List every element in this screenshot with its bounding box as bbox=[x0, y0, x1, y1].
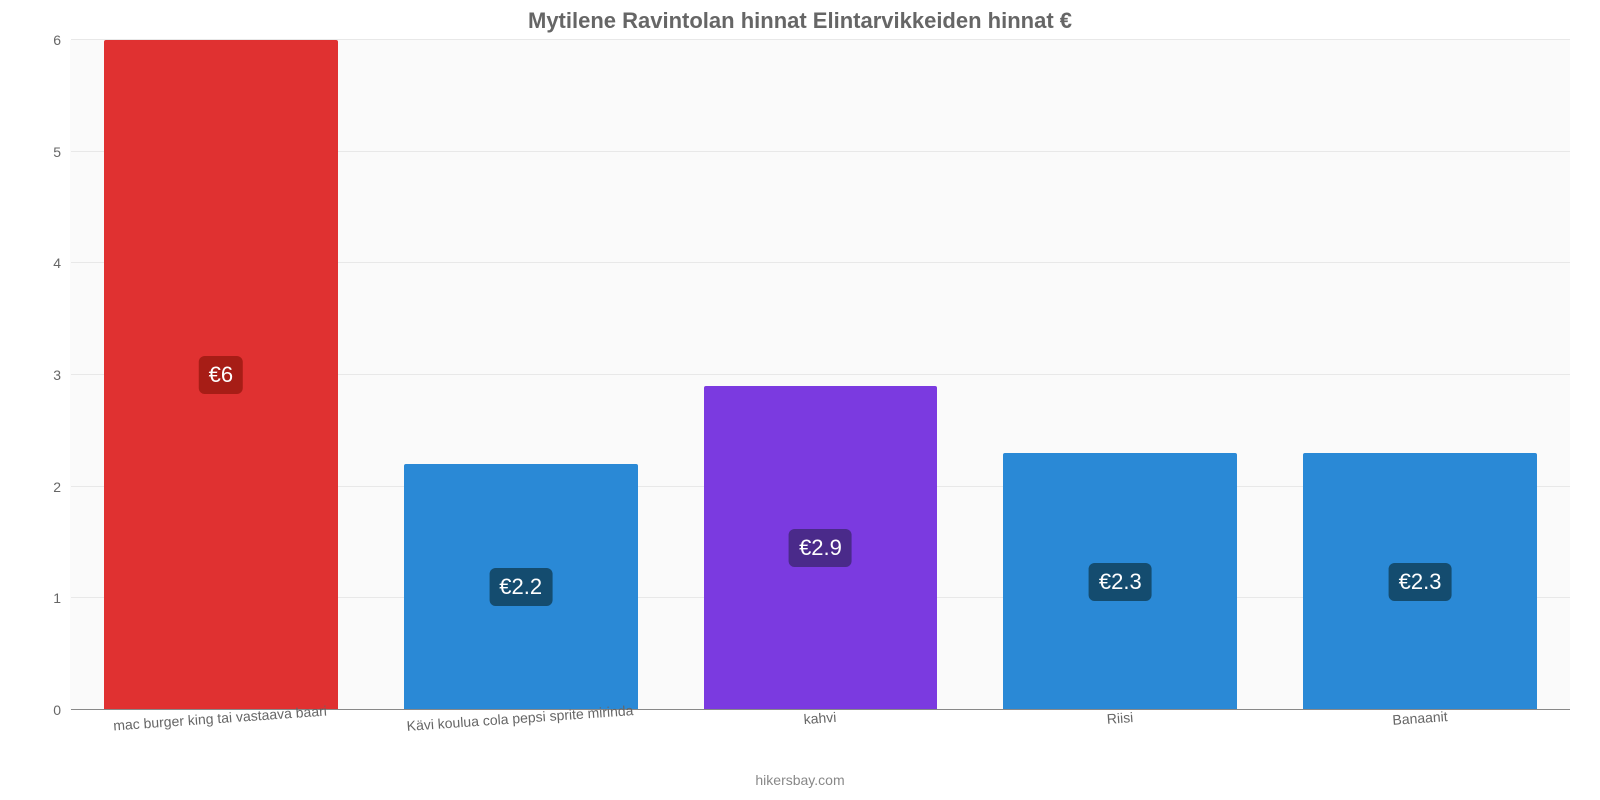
bar: €2.3 bbox=[1003, 453, 1237, 710]
bar-slot: €2.2 bbox=[371, 40, 671, 710]
bar-slot: €2.9 bbox=[671, 40, 971, 710]
x-axis-label: Banaanit bbox=[1392, 708, 1448, 728]
y-tick-label: 1 bbox=[53, 590, 71, 606]
bar-value-label: €2.2 bbox=[489, 568, 552, 606]
y-tick-label: 3 bbox=[53, 367, 71, 383]
bar: €2.2 bbox=[404, 464, 638, 710]
bar-value-label: €2.3 bbox=[1389, 563, 1452, 601]
bar: €6 bbox=[104, 40, 338, 710]
bar: €2.9 bbox=[704, 386, 938, 710]
chart-title: Mytilene Ravintolan hinnat Elintarvikkei… bbox=[0, 0, 1600, 34]
bar-slot: €2.3 bbox=[1270, 40, 1570, 710]
y-tick-label: 4 bbox=[53, 255, 71, 271]
bar-slot: €2.3 bbox=[970, 40, 1270, 710]
y-tick-label: 6 bbox=[53, 32, 71, 48]
plot-area: 0123456 €6€2.2€2.9€2.3€2.3 bbox=[70, 40, 1570, 710]
x-axis-labels: mac burger king tai vastaava baariKävi k… bbox=[70, 710, 1570, 750]
y-tick-label: 0 bbox=[53, 702, 71, 718]
bar-value-label: €2.9 bbox=[789, 529, 852, 567]
x-axis-label: kahvi bbox=[803, 709, 837, 727]
y-tick-label: 5 bbox=[53, 144, 71, 160]
chart-credit: hikersbay.com bbox=[0, 772, 1600, 788]
x-axis-label: Riisi bbox=[1106, 709, 1134, 727]
bar-value-label: €6 bbox=[199, 356, 243, 394]
bar: €2.3 bbox=[1303, 453, 1537, 710]
price-bar-chart: Mytilene Ravintolan hinnat Elintarvikkei… bbox=[0, 0, 1600, 800]
bar-slot: €6 bbox=[71, 40, 371, 710]
bar-value-label: €2.3 bbox=[1089, 563, 1152, 601]
y-tick-label: 2 bbox=[53, 479, 71, 495]
